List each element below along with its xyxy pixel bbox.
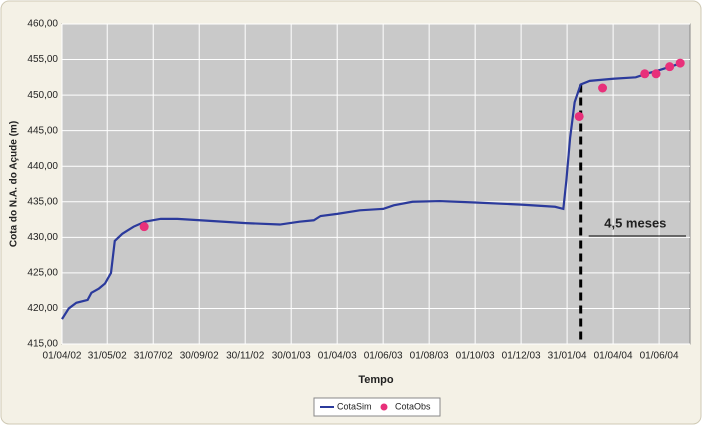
legend-label: CotaSim [337,401,372,411]
x-tick-label: 31/07/02 [134,351,173,362]
y-tick-label: 450,00 [27,90,58,101]
y-tick-label: 420,00 [27,303,58,314]
y-tick-label: 455,00 [27,54,58,65]
x-tick-label: 01/06/03 [364,351,403,362]
legend-label: CotaObs [395,401,431,411]
plot-area [61,23,691,345]
x-tick-label: 30/11/02 [226,351,265,362]
x-tick-label: 01/04/03 [318,351,357,362]
x-tick-label: 01/10/03 [456,351,495,362]
y-tick-label: 435,00 [27,196,58,207]
x-tick-label: 30/09/02 [180,351,219,362]
obs-point [640,69,650,79]
legend [313,397,441,417]
x-tick-label: 01/04/04 [594,351,633,362]
legend-swatch [380,403,388,411]
y-tick-label: 430,00 [27,232,58,243]
x-tick-label: 01/12/03 [502,351,541,362]
annotation-text: 4,5 meses [604,215,666,230]
x-tick-label: 01/04/02 [43,351,82,362]
x-tick-label: 01/08/03 [410,351,449,362]
obs-point [665,62,675,72]
obs-point [598,83,608,93]
obs-point [675,58,685,68]
y-axis-title: Cota do N.A. do Açude (m) [9,121,20,247]
x-tick-label: 30/01/03 [272,351,311,362]
y-tick-label: 415,00 [27,339,58,350]
y-tick-label: 445,00 [27,125,58,136]
x-tick-label: 01/06/04 [640,351,679,362]
obs-point [139,222,149,232]
x-axis-title: Tempo [358,374,394,386]
y-tick-label: 460,00 [27,19,58,30]
obs-point [651,69,661,79]
y-tick-label: 440,00 [27,161,58,172]
series-line [61,62,683,320]
obs-point [574,111,584,121]
x-tick-label: 31/01/04 [548,351,587,362]
x-tick-label: 31/05/02 [88,351,127,362]
y-tick-label: 425,00 [27,268,58,279]
